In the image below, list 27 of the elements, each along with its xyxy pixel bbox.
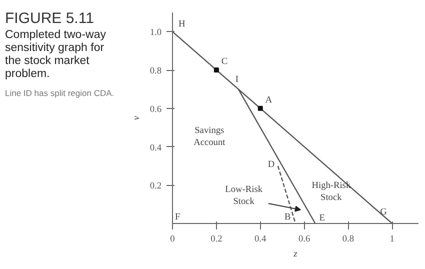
x-axis-title: z	[292, 250, 298, 260]
x-tick-label: 0	[170, 234, 176, 244]
y-tick-label: 0.6	[150, 104, 162, 115]
y-axis-title: v	[132, 115, 142, 120]
text: Line ID has split region CDA.	[5, 88, 116, 98]
x-tick-label: 1	[390, 234, 395, 244]
annotation: I	[235, 75, 238, 86]
y-tick-label: 0.4	[150, 143, 162, 154]
annotation: F	[174, 212, 180, 222]
text: Completed two-way sensitivity graph for the stock market problem.	[5, 29, 107, 81]
annotation: G	[380, 208, 388, 218]
annotation: D	[268, 160, 275, 170]
annotation: C	[221, 57, 228, 68]
y-tick-label: 1.0	[150, 28, 162, 38]
y-tick-label: 0.8	[150, 66, 162, 77]
annotation: E	[319, 214, 326, 224]
annotation: Low-Risk Stock	[225, 185, 263, 208]
text: FIGURE 5.11	[5, 10, 95, 27]
annotation: A	[265, 95, 272, 106]
annotation: B	[284, 212, 291, 222]
y-tick-label: 0.2	[150, 182, 162, 192]
x-tick-label: 0.8	[342, 234, 354, 244]
x-tick-label: 0.2	[210, 234, 223, 244]
annotation: Savings Account	[194, 126, 226, 148]
x-tick-label: 0.6	[298, 234, 310, 244]
x-tick-label: 0.4	[254, 234, 267, 244]
annotation: H	[178, 20, 186, 30]
